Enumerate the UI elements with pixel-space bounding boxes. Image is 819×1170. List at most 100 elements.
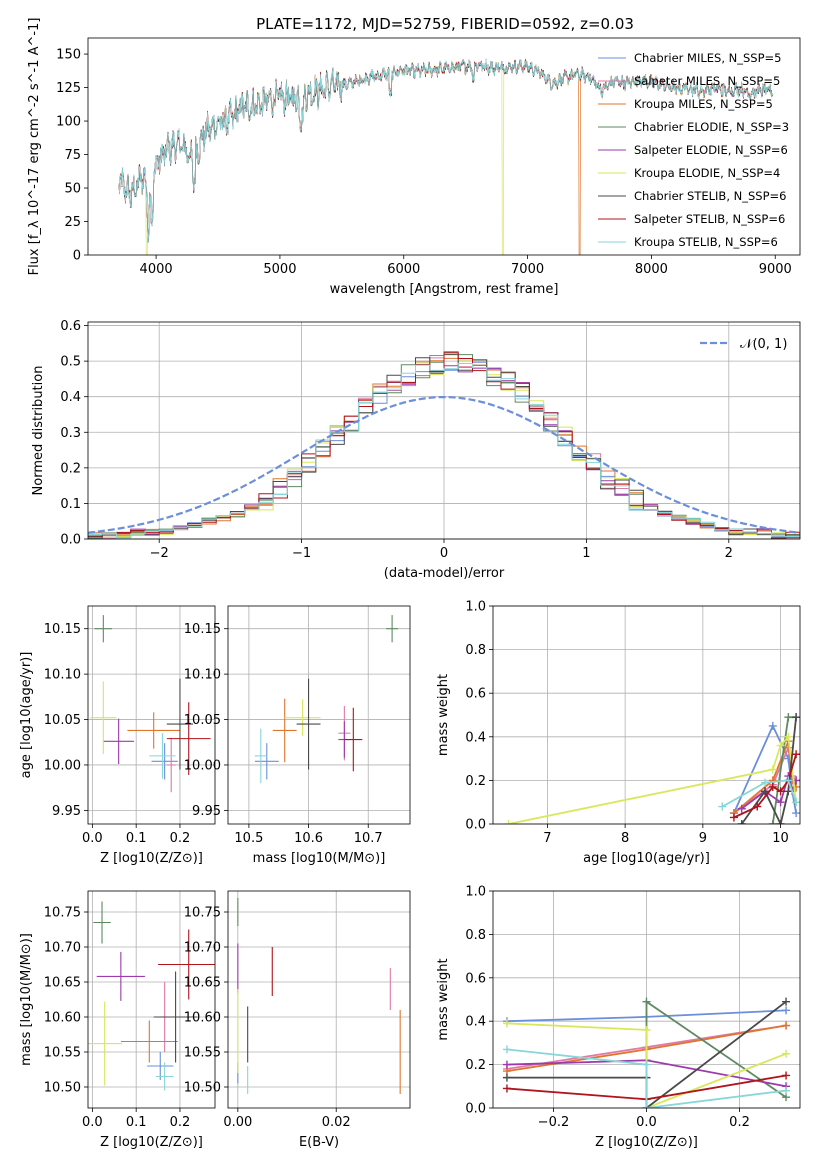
y-tick-label: 10.65 [44, 976, 81, 991]
legend-label: Salpeter MILES, N_SSP=5 [634, 74, 780, 88]
y-axis-label: mass weight [436, 674, 451, 756]
y-tick-label: 0.4 [60, 390, 81, 405]
x-axis-label: wavelength [Angstrom, rest frame] [330, 282, 559, 297]
y-tick-label: 150 [56, 48, 81, 63]
weight-line-kroupa-stelib [721, 779, 797, 808]
weight-marker-salpeter-elodie [776, 798, 785, 807]
y-axis-label: Flux [f_λ 10^-17 erg cm^-2 s^-1 A^-1] [27, 18, 42, 276]
x-tick-label: 0.1 [126, 831, 147, 846]
axes-frame [87, 321, 801, 540]
axes-frame [87, 890, 216, 1109]
x-axis-label: age [log10(age/yr)] [583, 851, 710, 866]
plot-area-spectrum [118, 58, 774, 255]
weight-marker-salpeter-stelib [768, 782, 777, 791]
y-tick-label: 0.8 [465, 643, 486, 658]
y-tick-label: 0.6 [465, 687, 486, 702]
y-tick-label: 10.50 [44, 1081, 81, 1096]
weight-marker-kroupa-stelib [761, 778, 770, 787]
y-tick-label: 10.15 [184, 622, 221, 637]
legend-label: Salpeter STELIB, N_SSP=6 [634, 212, 785, 226]
weight-marker-chabrier-stelib [737, 820, 746, 824]
panel-age-vs-Z: 0.0 0.1 0.2 9.95 10.00 10.05 10.10 10.15 Z [log1… [19, 605, 216, 866]
weight-marker-kroupa-elodie [768, 765, 777, 774]
plot-area-mass-weight-vs-age [504, 713, 800, 824]
x-tick-label: 1 [582, 546, 590, 561]
axes-frame [227, 890, 411, 1109]
y-tick-label: 0.5 [60, 355, 81, 370]
x-tick-label: 5000 [263, 262, 296, 277]
x-tick-label: 0.0 [82, 831, 103, 846]
y-tick-label: 100 [56, 115, 81, 130]
weight-line-kroupa-stelib [506, 1048, 787, 1108]
y-tick-label: 9.95 [192, 804, 221, 819]
y-tick-label: 10.70 [184, 941, 221, 956]
panel-age-vs-mass: 10.5 10.6 10.7 9.95 10.00 10.05 10.10 10.15 mass… [184, 605, 411, 866]
x-tick-label: 8000 [635, 262, 668, 277]
panels: 4000 5000 6000 7000 8000 90000255075100125150… [19, 18, 801, 1150]
y-tick-label: 10.60 [44, 1011, 81, 1026]
legend-label: 𝒩(0, 1) [740, 337, 787, 352]
weight-marker-chabrier-miles [792, 809, 800, 818]
y-tick-label: 0.3 [60, 426, 81, 441]
weight-marker-chabrier-elodie [768, 820, 777, 824]
y-tick-label: 1.0 [465, 885, 486, 900]
weight-marker-chabrier-stelib [782, 997, 791, 1006]
legend-label: Chabrier ELODIE, N_SSP=3 [634, 120, 789, 134]
x-axis-label: Z [log10(Z/Z⊙)] [100, 851, 203, 866]
weight-marker-chabrier-elodie [784, 713, 793, 722]
axes-frame [87, 605, 216, 825]
x-axis-label: Z [log10(Z/Z⊙)] [595, 1135, 698, 1150]
normal-reference-curve [88, 396, 800, 534]
plot-area-mass-vs-EBV [237, 898, 401, 1094]
panel-spectrum: 4000 5000 6000 7000 8000 9000 0 25 50 75 100 125 150… [27, 18, 801, 297]
y-tick-label: 0.8 [465, 928, 486, 943]
x-tick-label: 7 [543, 831, 551, 846]
y-tick-label: 10.75 [184, 906, 221, 921]
weight-marker-kroupa-stelib [782, 1086, 791, 1095]
x-tick-label: 10.7 [354, 831, 383, 846]
weight-marker-salpeter-elodie [737, 804, 746, 813]
y-tick-label: 10.60 [184, 1011, 221, 1026]
y-tick-label: 10.55 [184, 1046, 221, 1061]
x-tick-label: 4000 [140, 262, 173, 277]
figure-title: PLATE=1172, MJD=52759, FIBERID=0592, z=0… [256, 15, 634, 33]
panel-mass-weight-vs-age: 7 8 9 10 0.0 0.2 0.4 0.6 0.8 1.0 age [log10(age/yr… [436, 600, 801, 866]
y-axis-label: Normed distribution [31, 366, 46, 496]
weight-marker-kroupa-elodie [502, 1019, 511, 1028]
histogram-salpeter-stelib [88, 352, 800, 539]
y-tick-label: 10.10 [44, 668, 81, 683]
panel-mass-vs-EBV: 0.00 0.02 10.50 10.55 10.60 10.65 10.70 10.75 E(… [184, 890, 411, 1150]
weight-marker-chabrier-stelib [792, 713, 800, 722]
axes-frame [87, 37, 801, 256]
y-tick-label: 0.1 [60, 497, 81, 512]
y-tick-label: 10.05 [44, 713, 81, 728]
legend-label: Kroupa MILES, N_SSP=5 [634, 97, 773, 111]
weight-marker-kroupa-elodie [782, 1049, 791, 1058]
panel-mass-vs-Z: 0.0 0.1 0.2 10.50 10.55 10.60 10.65 10.70 10.75 Z… [19, 890, 216, 1150]
spectrum-line-kroupa-stelib [118, 58, 774, 244]
weight-marker-kroupa-miles [782, 1021, 791, 1030]
x-tick-label: 0.0 [636, 1115, 657, 1130]
y-tick-label: 25 [64, 215, 81, 230]
weight-marker-salpeter-stelib [729, 813, 738, 822]
y-tick-label: 0.0 [60, 533, 81, 548]
y-tick-label: 0.6 [60, 319, 81, 334]
weight-marker-chabrier-elodie [642, 997, 651, 1006]
plot-area-age-vs-mass [254, 615, 399, 784]
x-tick-label: −1 [292, 546, 311, 561]
axes-frame [492, 605, 801, 825]
legend-label: Chabrier STELIB, N_SSP=6 [634, 189, 786, 203]
plot-area-residuals [88, 351, 800, 539]
weight-marker-kroupa-stelib [792, 798, 800, 807]
y-tick-label: 0.4 [465, 1015, 486, 1030]
legend-label: Kroupa STELIB, N_SSP=6 [634, 235, 778, 249]
y-tick-label: 75 [64, 148, 81, 163]
x-tick-label: 9 [699, 831, 707, 846]
weight-marker-kroupa-stelib [642, 1060, 651, 1069]
y-tick-label: 0.2 [465, 1058, 486, 1073]
weight-marker-salpeter-stelib [776, 787, 785, 796]
y-tick-label: 0.2 [60, 461, 81, 476]
plot-area-mass-weight-vs-Z [502, 997, 791, 1108]
x-tick-label: −2 [150, 546, 169, 561]
histogram-kroupa-stelib [88, 363, 800, 539]
